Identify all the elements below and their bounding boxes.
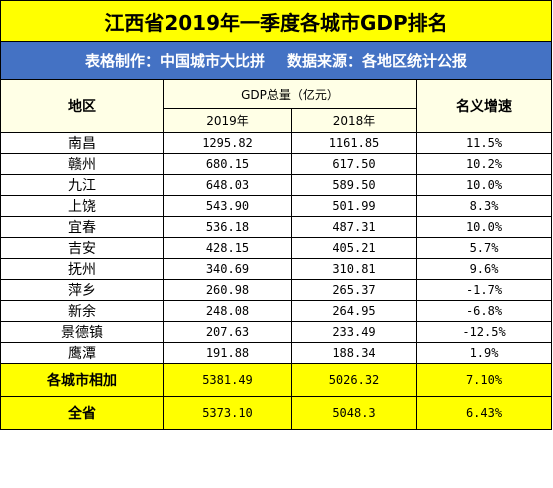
gdp-2019: 1295.82: [163, 132, 292, 154]
gdp-2018: 405.21: [291, 237, 417, 259]
gdp-2018: 589.50: [291, 174, 417, 196]
city-name: 吉安: [0, 237, 164, 259]
growth-rate: -6.8%: [415, 300, 553, 322]
table-row: 宜春 536.18 487.31 10.0%: [0, 216, 553, 238]
city-name: 萍乡: [0, 279, 164, 301]
header-row-1: 地区 GDP总量（亿元） 名义增速: [0, 79, 553, 133]
gdp-2018: 617.50: [291, 153, 417, 175]
table-row: 萍乡 260.98 265.37 -1.7%: [0, 279, 553, 301]
gdp-ranking-table: 江西省2019年一季度各城市GDP排名 表格制作：中国城市大比拼 数据来源：各地区…: [0, 0, 553, 430]
table-row: 景德镇 207.63 233.49 -12.5%: [0, 321, 553, 343]
header-year-2019: 2019年: [163, 108, 292, 133]
totals-gdp-2019: 5381.49: [163, 363, 292, 397]
growth-rate: 10.0%: [415, 216, 553, 238]
header-gdp: GDP总量（亿元）: [163, 79, 417, 109]
growth-rate: 5.7%: [415, 237, 553, 259]
growth-rate: 8.3%: [415, 195, 553, 217]
source-line: 表格制作：中国城市大比拼 数据来源：各地区统计公报: [0, 41, 553, 80]
growth-rate: 11.5%: [415, 132, 553, 154]
city-name: 南昌: [0, 132, 164, 154]
gdp-2018: 265.37: [291, 279, 417, 301]
totals-label: 全省: [0, 396, 164, 430]
gdp-2019: 340.69: [163, 258, 292, 280]
city-name: 上饶: [0, 195, 164, 217]
gdp-2019: 680.15: [163, 153, 292, 175]
growth-rate: 10.2%: [415, 153, 553, 175]
source-row: 表格制作：中国城市大比拼 数据来源：各地区统计公报: [0, 41, 553, 80]
data-source: 数据来源：各地区统计公报: [287, 52, 468, 70]
header-row-2: 2019年 2018年: [1, 108, 552, 133]
gdp-2019: 207.63: [163, 321, 292, 343]
gdp-2018: 188.34: [291, 342, 417, 364]
gdp-2018: 1161.85: [291, 132, 417, 154]
header-growth: 名义增速: [415, 79, 553, 133]
totals-gdp-2018: 5048.3: [291, 396, 417, 430]
city-name: 抚州: [0, 258, 164, 280]
gdp-2019: 428.15: [163, 237, 292, 259]
gdp-2018: 487.31: [291, 216, 417, 238]
totals-gdp-2019: 5373.10: [163, 396, 292, 430]
table-row: 鹰潭 191.88 188.34 1.9%: [0, 342, 553, 364]
gdp-2018: 310.81: [291, 258, 417, 280]
gdp-2018: 264.95: [291, 300, 417, 322]
table-row: 新余 248.08 264.95 -6.8%: [0, 300, 553, 322]
table-row: 抚州 340.69 310.81 9.6%: [0, 258, 553, 280]
gdp-2019: 191.88: [163, 342, 292, 364]
growth-rate: 1.9%: [415, 342, 553, 364]
totals-growth: 6.43%: [415, 396, 553, 430]
growth-rate: -1.7%: [415, 279, 553, 301]
growth-rate: -12.5%: [415, 321, 553, 343]
gdp-2019: 260.98: [163, 279, 292, 301]
gdp-2019: 248.08: [163, 300, 292, 322]
city-name: 赣州: [0, 153, 164, 175]
growth-rate: 10.0%: [415, 174, 553, 196]
title-row: 江西省2019年一季度各城市GDP排名: [0, 0, 553, 42]
header-region: 地区: [0, 79, 164, 133]
table-row: 上饶 543.90 501.99 8.3%: [0, 195, 553, 217]
totals-row: 全省 5373.10 5048.3 6.43%: [0, 396, 553, 430]
table-title: 江西省2019年一季度各城市GDP排名: [0, 0, 553, 42]
gdp-2019: 536.18: [163, 216, 292, 238]
gdp-2019: 648.03: [163, 174, 292, 196]
header-year-2018: 2018年: [291, 108, 417, 133]
totals-gdp-2018: 5026.32: [291, 363, 417, 397]
gdp-2019: 543.90: [163, 195, 292, 217]
growth-rate: 9.6%: [415, 258, 553, 280]
city-name: 九江: [0, 174, 164, 196]
table-maker: 表格制作：中国城市大比拼: [85, 52, 266, 70]
totals-growth: 7.10%: [415, 363, 553, 397]
gdp-2018: 233.49: [291, 321, 417, 343]
table-row: 南昌 1295.82 1161.85 11.5%: [0, 132, 553, 154]
gdp-2018: 501.99: [291, 195, 417, 217]
table-row: 吉安 428.15 405.21 5.7%: [0, 237, 553, 259]
table-row: 九江 648.03 589.50 10.0%: [0, 174, 553, 196]
city-name: 鹰潭: [0, 342, 164, 364]
totals-row: 各城市相加 5381.49 5026.32 7.10%: [0, 363, 553, 397]
totals-label: 各城市相加: [0, 363, 164, 397]
city-name: 景德镇: [0, 321, 164, 343]
table-row: 赣州 680.15 617.50 10.2%: [0, 153, 553, 175]
city-name: 宜春: [0, 216, 164, 238]
city-name: 新余: [0, 300, 164, 322]
